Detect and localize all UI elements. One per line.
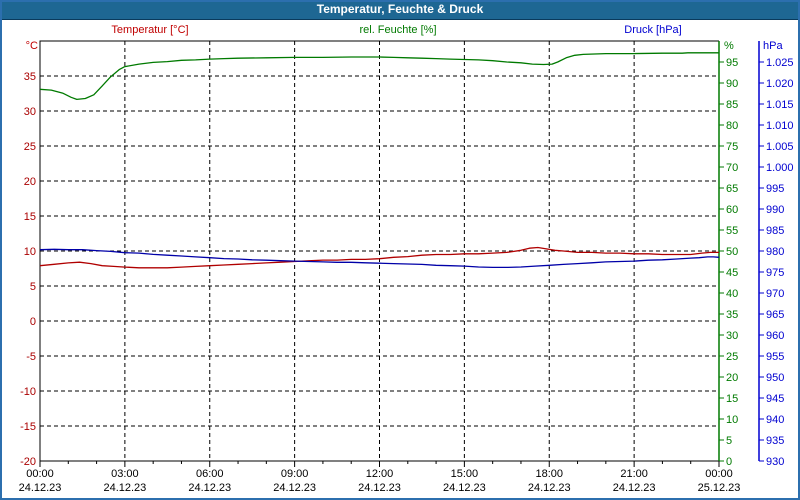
humidity-tick-label: 80 <box>726 120 738 132</box>
temperature-series-line <box>39 246 719 269</box>
pressure-tick-label: 930 <box>766 456 784 468</box>
temperature-tick-label: 20 <box>24 176 36 188</box>
humidity-tick-label: 40 <box>726 288 738 300</box>
humidity-tick-label: 75 <box>726 141 738 153</box>
humidity-tick-label: 0 <box>726 456 732 468</box>
temperature-tick-label: -10 <box>20 386 36 398</box>
pressure-tick-label: 960 <box>766 330 784 342</box>
temperature-unit-label: °C <box>25 40 38 52</box>
pressure-tick-label: 955 <box>766 351 784 363</box>
humidity-tick-label: 70 <box>726 162 738 174</box>
date-label: 24.12.23 <box>188 482 231 494</box>
humidity-unit-label: % <box>724 40 734 52</box>
humidity-tick-label: 55 <box>726 225 738 237</box>
pressure-tick-label: 1.020 <box>766 78 794 90</box>
pressure-tick-label: 995 <box>766 183 784 195</box>
humidity-tick-label: 10 <box>726 414 738 426</box>
temperature-tick-label: -20 <box>20 456 36 468</box>
pressure-tick-label: 1.015 <box>766 99 794 111</box>
pressure-tick-label: 935 <box>766 435 784 447</box>
time-label: 00:00 <box>705 468 733 480</box>
date-label: 24.12.23 <box>613 482 656 494</box>
pressure-tick-label: 980 <box>766 246 784 258</box>
time-label: 18:00 <box>535 468 563 480</box>
humidity-tick-label: 15 <box>726 393 738 405</box>
window-title: Temperatur, Feuchte & Druck <box>316 2 484 16</box>
temperature-tick-label: 0 <box>30 316 36 328</box>
time-label: 09:00 <box>281 468 309 480</box>
time-label: 06:00 <box>196 468 224 480</box>
date-label: 24.12.23 <box>273 482 316 494</box>
humidity-tick-label: 45 <box>726 267 738 279</box>
time-label: 00:00 <box>26 468 54 480</box>
date-label: 25.12.23 <box>698 482 741 494</box>
pressure-tick-label: 990 <box>766 204 784 216</box>
title-bar: Temperatur, Feuchte & Druck <box>0 0 800 20</box>
date-label: 24.12.23 <box>103 482 146 494</box>
pressure-tick-label: 1.000 <box>766 162 794 174</box>
humidity-tick-label: 35 <box>726 309 738 321</box>
temperature-tick-label: 10 <box>24 246 36 258</box>
pressure-tick-label: 950 <box>766 372 784 384</box>
pressure-tick-label: 975 <box>766 267 784 279</box>
pressure-tick-label: 1.005 <box>766 141 794 153</box>
pressure-unit-label: hPa <box>763 40 783 52</box>
date-label: 24.12.23 <box>528 482 571 494</box>
temperature-tick-label: 25 <box>24 141 36 153</box>
date-label: 24.12.23 <box>358 482 401 494</box>
humidity-series-line <box>39 52 719 101</box>
pressure-tick-label: 985 <box>766 225 784 237</box>
date-label: 24.12.23 <box>19 482 62 494</box>
pressure-tick-label: 1.010 <box>766 120 794 132</box>
pressure-axis: 1.025 1.020 1.015 1.010 1.005 1.000 995 990 985 9… <box>758 41 794 468</box>
temperature-axis-title: Temperatur [°C] <box>111 24 189 36</box>
humidity-tick-label: 60 <box>726 204 738 216</box>
temperature-tick-label: 30 <box>24 106 36 118</box>
pressure-tick-label: 1.025 <box>766 57 794 69</box>
humidity-axis-title: rel. Feuchte [%] <box>359 24 437 36</box>
temperature-tick-label: 35 <box>24 71 36 83</box>
humidity-tick-label: 5 <box>726 435 732 447</box>
temperature-tick-label: 5 <box>30 281 36 293</box>
time-axis: 00:00 24.12.23 03:00 24.12.23 06:00 24.12.23 0… <box>19 461 741 494</box>
humidity-tick-label: 30 <box>726 330 738 342</box>
temperature-axis: 35 30 25 20 15 10 5 0 -5 -10 -15 -20 <box>20 71 36 468</box>
humidity-tick-label: 85 <box>726 99 738 111</box>
humidity-tick-label: 90 <box>726 78 738 90</box>
pressure-axis-title: Druck [hPa] <box>624 24 682 36</box>
temperature-tick-label: 15 <box>24 211 36 223</box>
pressure-tick-label: 945 <box>766 393 784 405</box>
gridlines <box>40 41 719 461</box>
time-label: 15:00 <box>451 468 479 480</box>
temperature-tick-label: -5 <box>26 351 36 363</box>
humidity-tick-label: 95 <box>726 57 738 69</box>
time-label: 12:00 <box>366 468 394 480</box>
humidity-tick-label: 20 <box>726 372 738 384</box>
time-label: 21:00 <box>620 468 648 480</box>
date-label: 24.12.23 <box>443 482 486 494</box>
temperature-tick-label: -15 <box>20 421 36 433</box>
pressure-series-line <box>39 248 720 269</box>
time-label: 03:00 <box>111 468 139 480</box>
humidity-tick-label: 65 <box>726 183 738 195</box>
pressure-tick-label: 940 <box>766 414 784 426</box>
pressure-tick-label: 970 <box>766 288 784 300</box>
humidity-tick-label: 25 <box>726 351 738 363</box>
humidity-tick-label: 50 <box>726 246 738 258</box>
pressure-tick-label: 965 <box>766 309 784 321</box>
